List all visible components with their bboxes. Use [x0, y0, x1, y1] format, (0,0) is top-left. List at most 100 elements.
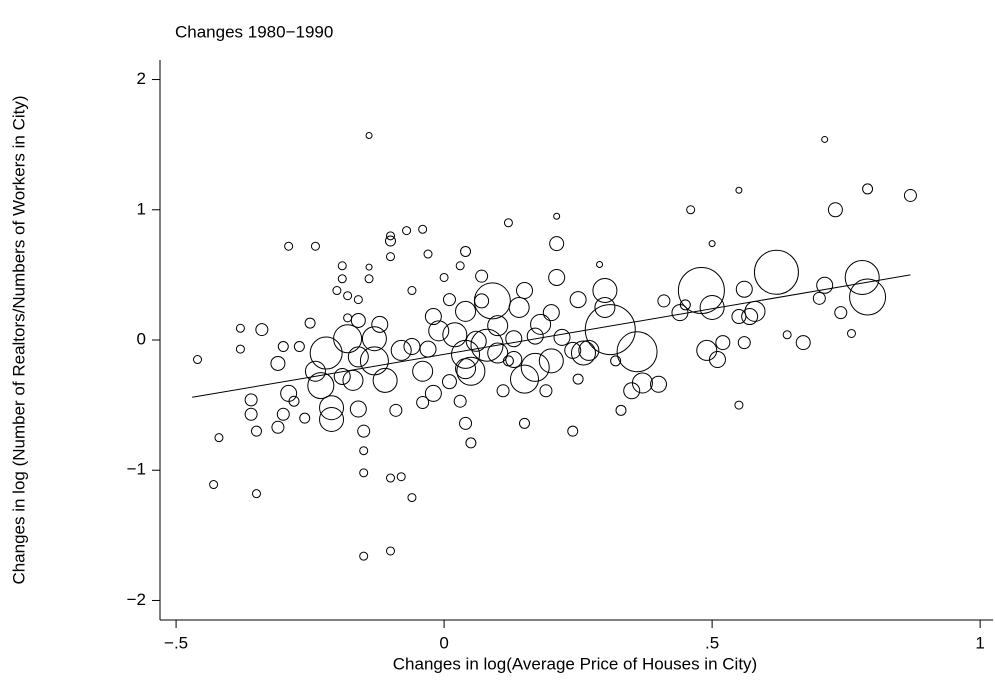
data-point — [570, 340, 596, 366]
data-point — [505, 351, 523, 369]
data-point — [451, 339, 481, 369]
data-point — [795, 335, 811, 351]
data-point — [526, 327, 544, 345]
y-tick-label: 1 — [137, 199, 146, 218]
x-tick-label: 1 — [975, 633, 984, 652]
data-point — [548, 268, 566, 286]
data-point — [357, 424, 371, 438]
data-point — [812, 291, 826, 305]
data-point — [708, 240, 716, 248]
data-point — [193, 355, 203, 365]
data-point — [371, 315, 389, 333]
data-point — [849, 278, 887, 316]
data-point — [441, 374, 457, 390]
x-tick-label: .5 — [705, 633, 719, 652]
x-axis-label: Changes in log(Average Price of Houses i… — [393, 654, 757, 673]
data-point — [424, 384, 442, 402]
data-point — [553, 328, 571, 346]
data-point — [735, 186, 743, 194]
data-point — [353, 295, 363, 305]
data-point — [539, 384, 553, 398]
data-point — [385, 546, 395, 556]
data-point — [359, 446, 369, 456]
data-point — [657, 294, 671, 308]
data-point — [496, 384, 510, 398]
data-point — [530, 313, 552, 335]
data-point — [255, 323, 269, 337]
data-point — [677, 267, 725, 315]
data-point — [385, 252, 395, 262]
data-point — [310, 241, 320, 251]
data-point — [735, 280, 753, 298]
data-point — [487, 315, 509, 337]
data-point — [584, 304, 636, 356]
data-point — [307, 372, 335, 400]
data-point — [333, 324, 363, 354]
chart-title: Changes 1980−1990 — [175, 22, 333, 41]
data-point — [293, 341, 305, 353]
data-point — [615, 404, 627, 416]
data-point — [389, 403, 403, 417]
y-axis-label: Changes in log (Number of Realtors/Numbe… — [9, 95, 28, 584]
x-tick-label: 0 — [439, 633, 448, 652]
data-point — [284, 241, 294, 251]
data-point — [782, 330, 792, 340]
data-point — [365, 263, 373, 271]
data-point — [475, 269, 489, 283]
data-point — [276, 407, 290, 421]
data-point — [816, 276, 834, 294]
data-point — [460, 245, 472, 257]
data-point — [407, 493, 417, 503]
data-point — [385, 473, 395, 483]
data-point — [350, 312, 366, 328]
data-point — [455, 261, 465, 271]
data-point — [520, 352, 550, 382]
data-point — [333, 367, 351, 385]
data-point — [304, 360, 326, 382]
data-point — [337, 261, 347, 271]
data-point — [365, 132, 373, 140]
data-point — [349, 400, 367, 418]
data-point — [510, 364, 540, 394]
data-point — [403, 338, 421, 356]
data-point — [487, 342, 509, 364]
y-tick-label: −1 — [127, 460, 146, 479]
data-point — [549, 236, 565, 252]
data-point — [623, 382, 641, 400]
data-point — [270, 355, 286, 371]
data-point — [474, 293, 490, 309]
data-point — [610, 355, 622, 367]
data-point — [465, 437, 477, 449]
data-point — [686, 205, 696, 215]
data-point — [473, 282, 511, 320]
data-point — [553, 212, 561, 220]
data-point — [699, 294, 725, 320]
data-point — [235, 323, 245, 333]
data-point — [465, 330, 487, 352]
data-point — [343, 313, 353, 323]
data-point — [361, 326, 387, 352]
data-point — [251, 489, 261, 499]
data-point — [343, 291, 353, 301]
data-point — [428, 320, 450, 342]
data-point — [592, 278, 618, 304]
data-point — [708, 351, 726, 369]
data-point — [423, 249, 433, 259]
data-point — [734, 400, 744, 410]
data-point — [594, 296, 616, 318]
data-point — [821, 135, 829, 143]
data-point — [442, 322, 468, 348]
data-point — [737, 336, 751, 350]
data-point — [453, 394, 467, 408]
data-point — [385, 231, 395, 241]
data-point — [569, 291, 587, 309]
data-point — [846, 328, 856, 338]
data-point — [424, 308, 442, 326]
data-point — [508, 296, 530, 318]
data-point — [538, 348, 564, 374]
data-point — [244, 393, 258, 407]
data-point — [359, 551, 369, 561]
data-point — [342, 369, 364, 391]
data-point — [372, 367, 398, 393]
data-point — [578, 339, 600, 361]
